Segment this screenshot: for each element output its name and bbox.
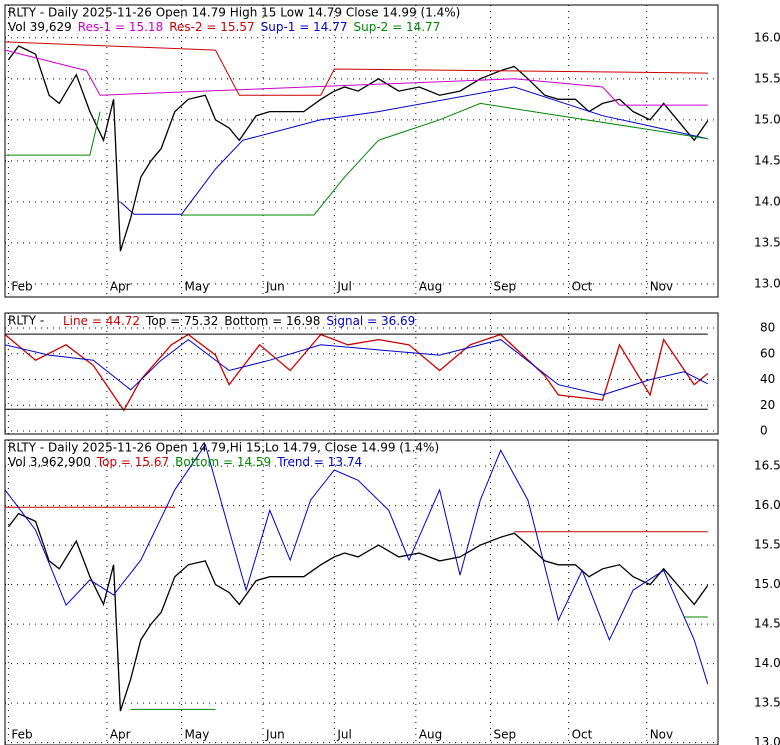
volume-label: Vol 39,629 <box>8 20 72 34</box>
x-tick-label: Feb <box>11 728 32 742</box>
y-tick-label: 14.0 <box>754 194 780 208</box>
legend-entry: Sup-1 = 14.77 <box>261 20 348 34</box>
x-tick-label: Sep <box>494 728 517 742</box>
series-line <box>120 86 708 215</box>
legend-entry: Top = 75.32 <box>145 314 218 328</box>
legend: Vol 3,962,900 Top = 15.67 Bottom = 14.59 Tr… <box>8 455 362 469</box>
legend-entry: Bottom = 16.98 <box>224 314 320 328</box>
x-tick-label: Nov <box>650 280 673 294</box>
x-tick-label: Apr <box>110 728 131 742</box>
x-tick-label: Sep <box>494 280 517 294</box>
legend: Vol 39,629 Res-1 = 15.18 Res-2 = 15.57 Sup-… <box>8 20 440 34</box>
y-tick-label: 15.0 <box>754 112 780 126</box>
y-tick-label: 13.0 <box>754 735 780 745</box>
y-tick-label: 13.5 <box>754 696 780 710</box>
legend-entry: Bottom = 14.59 <box>175 455 271 469</box>
y-tick-label: 14.0 <box>754 656 780 670</box>
x-tick-label: Oct <box>572 728 593 742</box>
series-line <box>4 49 708 106</box>
y-tick-label: 80 <box>760 321 775 335</box>
x-tick-label: Apr <box>110 280 131 294</box>
x-tick-label: Aug <box>419 280 442 294</box>
y-tick-label: 16.0 <box>754 498 780 512</box>
panel-title: RLTY - Daily 2025-11-26 Open 14.79,Hi 15… <box>8 441 439 455</box>
y-tick-label: 14.5 <box>754 153 780 167</box>
x-tick-label: Nov <box>650 728 673 742</box>
y-tick-label: 16.5 <box>754 459 780 473</box>
y-tick-label: 13.0 <box>754 276 780 290</box>
series-line <box>5 102 708 216</box>
y-tick-label: 15.0 <box>754 577 780 591</box>
plot-frame <box>4 4 719 298</box>
y-tick-label: 13.5 <box>754 235 780 249</box>
panel-title: RLTY - <box>8 314 44 328</box>
y-tick-label: 15.5 <box>754 71 780 85</box>
x-tick-label: Oct <box>572 280 593 294</box>
legend-entry: Signal = 36.69 <box>326 314 415 328</box>
legend-entry: Res-2 = 15.57 <box>169 20 254 34</box>
y-tick-label: 20 <box>760 398 775 412</box>
series-line <box>4 338 709 396</box>
x-tick-label: May <box>185 280 210 294</box>
legend-entry: Top = 15.67 <box>96 455 169 469</box>
y-tick-label: 14.5 <box>754 617 780 631</box>
series-line <box>130 616 708 710</box>
y-tick-label: 0 <box>760 424 768 438</box>
series-line <box>4 333 709 412</box>
volume-label: Vol 3,962,900 <box>8 455 91 469</box>
legend-entry: Sup-2 = 14.77 <box>353 20 440 34</box>
y-tick-label: 15.5 <box>754 538 780 552</box>
panel-title: RLTY - Daily 2025-11-26 Open 14.79 High … <box>8 6 460 20</box>
y-tick-label: 40 <box>760 372 775 386</box>
x-tick-label: Aug <box>419 728 442 742</box>
legend-entry: Res-1 = 15.18 <box>78 20 163 34</box>
x-tick-label: Feb <box>11 280 32 294</box>
y-tick-label: 16.0 <box>754 30 780 44</box>
plot-frame <box>4 312 719 435</box>
x-tick-label: May <box>185 728 210 742</box>
series-line <box>4 443 709 685</box>
y-tick-label: 60 <box>760 346 775 360</box>
plot-frame <box>4 439 719 745</box>
legend: Line = 44.72 Top = 75.32 Bottom = 16.98 Sig… <box>63 314 415 328</box>
x-tick-label: Jun <box>265 280 285 294</box>
legend-entry: Line = 44.72 <box>63 314 140 328</box>
x-tick-label: Jul <box>336 280 351 294</box>
series-line <box>4 41 708 96</box>
series-line <box>5 506 708 533</box>
series-line <box>7 512 709 712</box>
x-tick-label: Jul <box>336 728 351 742</box>
x-tick-label: Jun <box>265 728 285 742</box>
legend-entry: Trend = 13.74 <box>276 455 362 469</box>
